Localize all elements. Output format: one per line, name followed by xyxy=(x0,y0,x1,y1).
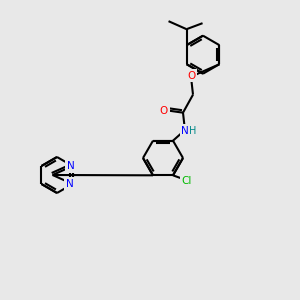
Text: N: N xyxy=(181,126,189,136)
Text: H: H xyxy=(189,126,197,136)
Text: Cl: Cl xyxy=(182,176,192,186)
Text: O: O xyxy=(160,106,168,116)
Text: N: N xyxy=(67,161,74,171)
Text: H: H xyxy=(68,183,75,193)
Text: O: O xyxy=(187,71,195,81)
Text: N: N xyxy=(66,179,74,189)
